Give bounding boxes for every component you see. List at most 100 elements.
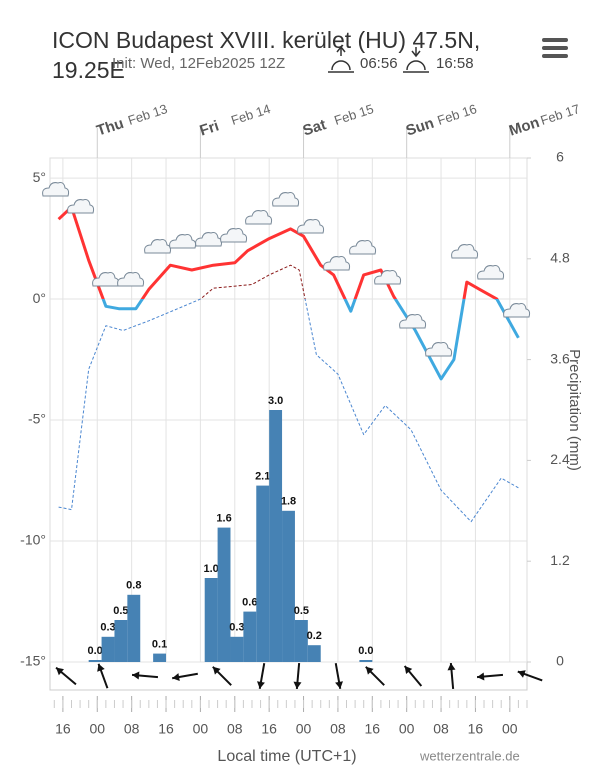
cloud: [399, 314, 427, 329]
day-date: Feb 14: [229, 101, 272, 128]
weather-icon: [67, 199, 95, 214]
menu-button[interactable]: [542, 38, 568, 58]
day-label: Thu Feb 13: [94, 101, 169, 140]
day-date: Feb 17: [539, 101, 582, 128]
wind-arrow: [365, 666, 385, 686]
bar-label: 0.1: [152, 639, 167, 651]
y2-tick-label: 0: [556, 653, 564, 669]
weather-icon: [477, 265, 505, 280]
bar-label: 1.0: [204, 563, 219, 575]
precip-bar: [243, 611, 257, 662]
day-name: Sat: [301, 116, 328, 139]
wind-arrow: [55, 666, 77, 686]
cloud: [425, 342, 453, 357]
precip-bar: [204, 578, 218, 662]
precip-bar: [359, 660, 373, 662]
precip-bar: [88, 660, 102, 662]
x-axis-title: Local time (UTC+1): [217, 748, 356, 765]
weather-icon: [323, 256, 351, 271]
y-tick-label: -10°: [20, 532, 46, 548]
day-name: Mon: [507, 114, 542, 140]
y2-tick-label: 1.2: [550, 552, 570, 568]
day-date: Feb 15: [332, 101, 375, 128]
weather-icon: [245, 210, 273, 225]
y2-tick-label: 6: [556, 149, 564, 165]
day-name: Fri: [198, 117, 221, 139]
subtitle: Init: Wed, 12Feb2025 12Z: [112, 55, 285, 72]
wind-arrow: [131, 671, 159, 680]
cloud: [272, 192, 300, 207]
weather-icon: [374, 270, 402, 285]
precip-bar: [153, 653, 167, 662]
arrow-head: [477, 672, 485, 681]
precip-bar: [114, 620, 128, 662]
cloud: [374, 270, 402, 285]
cloud: [297, 219, 325, 234]
cloud: [42, 182, 70, 197]
temperature-line: [57, 205, 520, 381]
weather-icon: [92, 272, 120, 287]
arrow-head: [97, 663, 105, 672]
cloud: [245, 210, 273, 225]
weather-icon: [297, 219, 325, 234]
bar-label: 0.6: [242, 597, 257, 609]
y2-tick-label: 3.6: [550, 350, 570, 366]
cloud: [144, 239, 172, 254]
day-name: Sun: [404, 115, 436, 140]
cloud: [220, 228, 248, 243]
x-tick-label: 16: [158, 721, 174, 737]
precip-bar: [307, 645, 321, 662]
arrow-head: [447, 663, 456, 671]
arrow-head: [335, 681, 343, 689]
arrow-head: [517, 670, 526, 678]
bar-label: 0.0: [358, 645, 373, 657]
sunrise-icon: [328, 45, 354, 73]
arrow-head: [212, 666, 221, 675]
weather-icon: [220, 228, 248, 243]
cloud: [92, 272, 120, 287]
precip-bar: [282, 510, 295, 662]
y2-tick-label: 4.8: [550, 250, 570, 266]
wind-arrow: [212, 666, 232, 686]
x-tick-label: 08: [124, 721, 140, 737]
bar-label: 0.5: [113, 605, 128, 617]
arrow-head: [56, 667, 64, 676]
precip-bar: [269, 410, 283, 662]
weather-icon: [399, 314, 427, 329]
precip-bar: [256, 485, 270, 662]
sunset-time: 16:58: [436, 55, 474, 72]
cloud: [323, 256, 351, 271]
bar-label: 0.0: [87, 645, 102, 657]
weather-icon: [272, 192, 300, 207]
wind-arrow: [517, 670, 543, 682]
wind-arrow: [257, 663, 266, 689]
y-tick-label: -5°: [28, 411, 46, 427]
cloud: [67, 199, 95, 214]
wind-arrow: [476, 672, 504, 681]
x-tick-label: 08: [227, 721, 243, 737]
bar-label: 0.3: [229, 622, 244, 634]
day-label: Sun Feb 16: [404, 101, 479, 140]
sunset-icon: [403, 47, 429, 73]
arrow-head: [257, 681, 265, 689]
x-tick-label: 00: [193, 721, 209, 737]
weather-icon: [425, 342, 453, 357]
cloud: [503, 303, 531, 318]
arrow-head: [172, 673, 180, 681]
precip-bar: [217, 527, 231, 662]
x-tick-label: 00: [296, 721, 312, 737]
arrow-head: [404, 666, 413, 674]
precip-bar: [230, 636, 244, 662]
precip-bar: [127, 594, 141, 662]
weather-icon: [451, 244, 479, 259]
day-name: Thu: [94, 115, 125, 140]
bar-label: 0.5: [294, 605, 309, 617]
weather-icon: [117, 272, 145, 287]
cloud: [169, 234, 197, 249]
y2-axis-title: Precipitation (mm): [566, 349, 583, 471]
weather-icon: [503, 303, 531, 318]
bar-label: 2.1: [255, 471, 270, 483]
bar-label: 0.3: [100, 622, 115, 634]
